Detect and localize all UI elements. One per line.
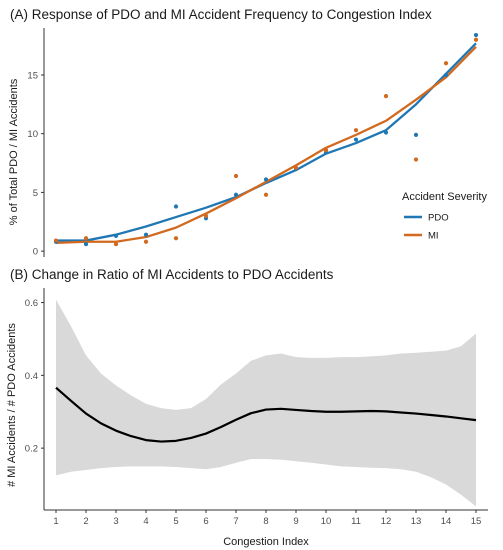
panel-b-x-tick-label: 3 bbox=[113, 516, 118, 527]
panel-a-y-tick-label: 10 bbox=[27, 129, 38, 140]
panel-a-plot: 0 5 10 15 bbox=[27, 28, 479, 258]
panel-a-y-tick-label: 0 bbox=[33, 247, 38, 258]
panel-a-point-mi bbox=[113, 241, 119, 247]
panel-a-y-tick-label: 15 bbox=[27, 70, 38, 81]
panel-a-point-pdo bbox=[113, 233, 119, 238]
panel-a-point-pdo bbox=[263, 177, 269, 182]
panel-a-y-axis-title: % of Total PDO / MI Accidents bbox=[8, 78, 20, 225]
panel-a-point-pdo bbox=[473, 32, 479, 38]
panel-a-point-pdo bbox=[233, 192, 239, 197]
panel-b-x-tick-label: 10 bbox=[321, 516, 332, 527]
panel-a-title: (A) Response of PDO and MI Accident Freq… bbox=[10, 7, 432, 22]
panel-a-point-mi bbox=[293, 165, 299, 170]
panel-b-smooth-line bbox=[55, 386, 477, 443]
panel-b-y-tick-label: 0.2 bbox=[25, 444, 38, 455]
panel-b-x-tick-label: 11 bbox=[351, 516, 361, 527]
panel-a-point-mi bbox=[233, 173, 239, 179]
panel-a-point-mi bbox=[383, 94, 389, 99]
panel-b-x-tick-label: 4 bbox=[143, 516, 148, 527]
panel-a-smooth-line-pdo bbox=[56, 42, 477, 242]
panel-a-point-pdo bbox=[143, 232, 149, 237]
panel-b-x-tick-label: 7 bbox=[233, 516, 238, 527]
panel-b-x-tick-label: 6 bbox=[203, 516, 208, 527]
panel-b-plot: 0.20.40.61 2 3 4 5 6 7 8 9 10 11 12 13 14 15 bbox=[25, 288, 488, 527]
legend-label-mi: MI bbox=[428, 231, 439, 242]
panel-a-point-pdo bbox=[383, 130, 389, 135]
panel-b-x-tick-label: 2 bbox=[83, 516, 88, 527]
panel-a-point-mi bbox=[443, 61, 449, 66]
panel-a-point-mi bbox=[413, 157, 419, 162]
panel-a-point-pdo bbox=[353, 137, 359, 142]
panel-a-point-mi bbox=[323, 148, 329, 153]
panel-b-x-tick-label: 13 bbox=[411, 516, 422, 527]
legend-title: Accident Severity bbox=[402, 191, 487, 203]
panel-a-point-pdo bbox=[173, 204, 179, 209]
panel-a-point-mi bbox=[263, 192, 269, 197]
panel-a-point-mi bbox=[173, 236, 179, 241]
panel-b-y-tick-label: 0.4 bbox=[25, 371, 38, 382]
panel-b-x-tick-label: 9 bbox=[293, 516, 298, 527]
panel-a-point-mi bbox=[473, 37, 479, 42]
panel-b-x-tick-label: 12 bbox=[381, 516, 392, 527]
panel-a-smooth-line-mi bbox=[55, 45, 477, 245]
panel-a-y-tick-label: 5 bbox=[33, 188, 38, 199]
panel-b-y-axis-title: # MI Accidents / # PDO Accidents bbox=[6, 323, 18, 487]
panel-b-x-tick-label: 14 bbox=[441, 516, 452, 527]
panel-a-point-mi bbox=[53, 238, 59, 243]
panel-b-x-tick-label: 1 bbox=[53, 516, 58, 527]
panel-b-confidence-band bbox=[56, 299, 476, 507]
panel-a-point-pdo bbox=[83, 241, 89, 247]
panel-b-y-tick-label: 0.6 bbox=[25, 298, 38, 309]
panel-b-x-tick-label: 5 bbox=[173, 516, 178, 527]
panel-b-x-tick-label: 8 bbox=[263, 516, 268, 527]
panel-a-point-pdo bbox=[413, 132, 419, 137]
panel-b-title: (B) Change in Ratio of MI Accidents to P… bbox=[10, 267, 334, 282]
panel-a-point-mi bbox=[353, 128, 359, 133]
panel-a-point-mi bbox=[83, 236, 89, 241]
panel-a-point-mi bbox=[143, 239, 149, 244]
panel-b-x-tick-label: 15 bbox=[471, 516, 482, 527]
panel-a-point-pdo bbox=[443, 72, 449, 78]
legend-label-pdo: PDO bbox=[428, 213, 449, 224]
panel-b-x-axis-title: Congestion Index bbox=[223, 536, 309, 548]
panel-a-point-mi bbox=[203, 213, 209, 218]
